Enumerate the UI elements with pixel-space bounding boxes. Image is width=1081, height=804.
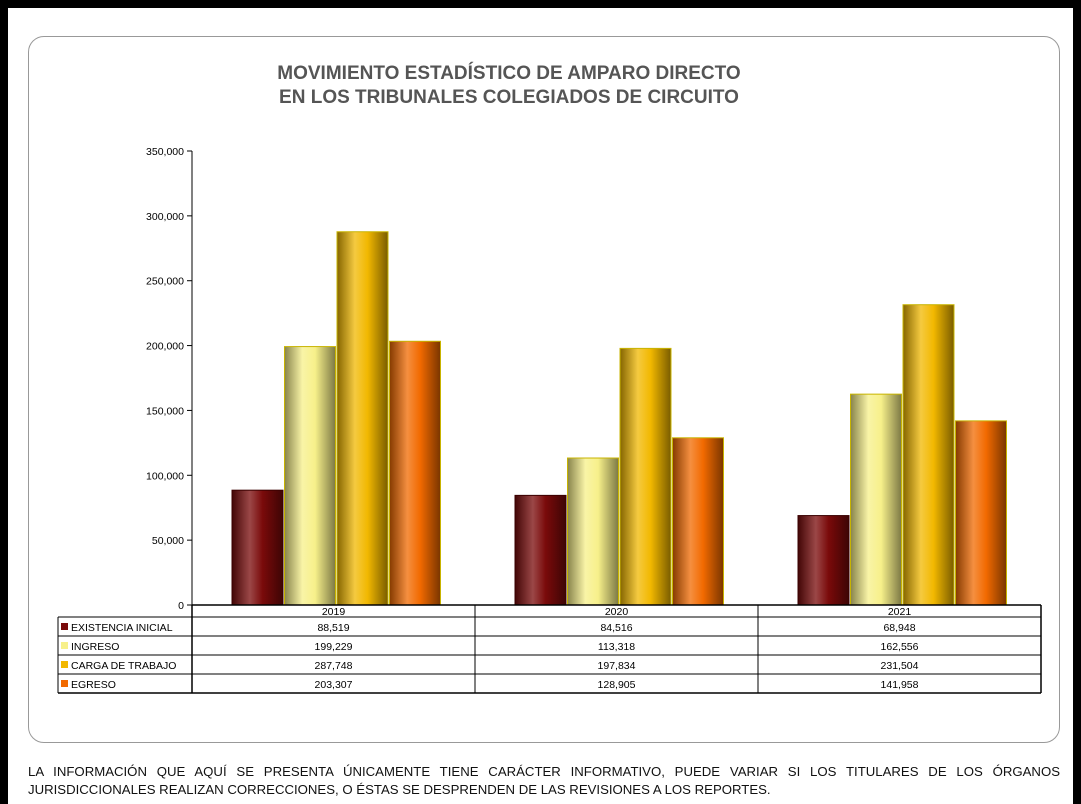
bar-existencia-inicial-2021 xyxy=(797,515,850,606)
legend-label: CARGA DE TRABAJO xyxy=(71,660,176,672)
legend-swatch-egreso xyxy=(61,680,68,687)
bar-ingreso-2021 xyxy=(850,393,902,606)
y-tick-label: 150,000 xyxy=(146,405,184,417)
data-label: 203,307 xyxy=(315,679,353,691)
bar-egreso-2020 xyxy=(672,437,724,606)
chart-title-line-2: EN LOS TRIBUNALES COLEGIADOS DE CIRCUITO xyxy=(279,87,739,108)
data-label: 162,556 xyxy=(881,641,919,653)
category-label-2021: 2021 xyxy=(888,606,912,618)
data-label: 287,748 xyxy=(315,660,353,672)
y-tick-label: 0 xyxy=(178,600,184,612)
bar-egreso-2021 xyxy=(955,420,1007,606)
data-label: 197,834 xyxy=(598,660,636,672)
data-label: 199,229 xyxy=(315,641,353,653)
bar-chart: MOVIMIENTO ESTADÍSTICO DE AMPARO DIRECTO… xyxy=(57,62,1042,694)
bar-existencia-inicial-2019 xyxy=(231,489,284,606)
bar-ingreso-2019 xyxy=(284,346,336,606)
y-tick-label: 350,000 xyxy=(146,146,184,158)
legend-label: EGRESO xyxy=(71,679,116,691)
data-label: 231,504 xyxy=(881,660,919,672)
data-label: 84,516 xyxy=(600,622,632,634)
bar-carga-de-trabajo-2019 xyxy=(336,231,389,606)
legend-label: EXISTENCIA INICIAL xyxy=(71,622,173,634)
bar-carga-de-trabajo-2020 xyxy=(619,347,672,606)
data-label: 113,318 xyxy=(598,641,635,653)
category-label-2019: 2019 xyxy=(322,606,346,618)
legend-swatch-ingreso xyxy=(61,642,68,649)
bar-carga-de-trabajo-2021 xyxy=(902,304,955,606)
data-label: 88,519 xyxy=(317,622,349,634)
legend-swatch-carga-de-trabajo xyxy=(61,661,68,668)
data-label: 141,958 xyxy=(881,679,919,691)
bar-ingreso-2020 xyxy=(567,457,619,606)
y-tick-label: 200,000 xyxy=(146,341,184,353)
y-tick-label: 300,000 xyxy=(146,211,184,223)
chart-frame: MOVIMIENTO ESTADÍSTICO DE AMPARO DIRECTO… xyxy=(28,36,1060,743)
legend-label: INGRESO xyxy=(71,641,119,653)
y-tick-label: 250,000 xyxy=(146,276,184,288)
y-tick-label: 100,000 xyxy=(146,470,184,482)
data-label: 128,905 xyxy=(598,679,636,691)
page: MOVIMIENTO ESTADÍSTICO DE AMPARO DIRECTO… xyxy=(8,8,1073,804)
disclaimer-footnote: LA INFORMACIÓN QUE AQUÍ SE PRESENTA ÚNIC… xyxy=(28,764,1060,797)
data-label: 68,948 xyxy=(883,622,915,634)
bar-existencia-inicial-2020 xyxy=(514,494,567,606)
legend-swatch-existencia-inicial xyxy=(61,623,68,630)
y-tick-label: 50,000 xyxy=(152,535,184,547)
bar-egreso-2019 xyxy=(389,340,441,606)
chart-title-line-1: MOVIMIENTO ESTADÍSTICO DE AMPARO DIRECTO xyxy=(277,62,740,84)
category-label-2020: 2020 xyxy=(605,606,629,618)
